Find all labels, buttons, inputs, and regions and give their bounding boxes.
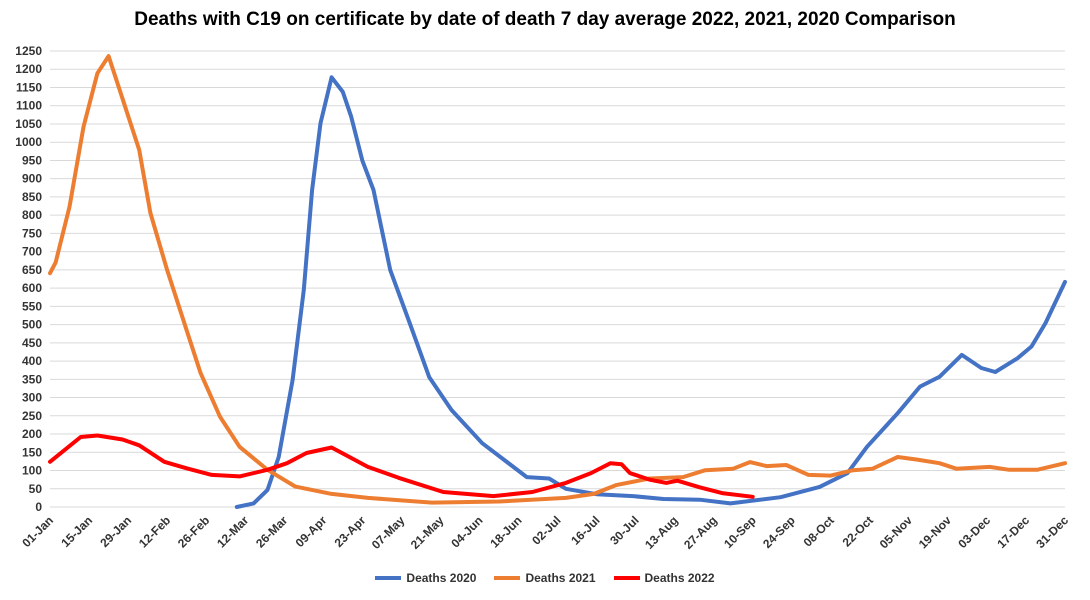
x-tick-label: 09-Apr [293,513,330,550]
x-tick-label: 23-Apr [332,513,369,550]
y-tick-label: 300 [22,391,42,405]
y-tick-label: 1250 [15,44,42,58]
x-tick-label: 15-Jan [58,513,95,550]
x-tick-label: 22-Oct [840,513,876,549]
y-tick-label: 1150 [16,80,42,94]
y-tick-label: 50 [29,482,43,496]
legend-item-2022: Deaths 2022 [613,571,715,585]
y-tick-label: 950 [22,153,42,167]
legend-swatch-2021 [494,576,521,580]
x-tick-label: 26-Feb [175,513,212,550]
y-tick-label: 700 [22,245,42,259]
x-tick-label: 05-Nov [877,513,915,551]
x-tick-label: 24-Sep [760,513,798,551]
y-tick-label: 1050 [15,117,42,131]
x-tick-label: 26-Mar [253,513,290,550]
x-tick-label: 03-Dec [955,513,993,551]
legend-label-2022: Deaths 2022 [644,571,715,585]
y-tick-label: 500 [22,318,42,332]
y-tick-label: 0 [35,500,42,514]
legend-item-2020: Deaths 2020 [375,571,476,585]
x-tick-label: 01-Jan [19,513,56,550]
y-tick-label: 250 [22,409,42,423]
legend-item-2021: Deaths 2021 [494,571,596,585]
x-tick-label: 17-Dec [994,513,1032,551]
y-tick-label: 750 [22,226,42,240]
x-tick-label: 31-Dec [1033,513,1071,551]
x-tick-label: 16-Jul [568,513,602,547]
legend-swatch-2020 [375,576,402,580]
legend: Deaths 2020 Deaths 2021 Deaths 2022 [0,571,1090,585]
y-tick-label: 1000 [15,135,42,149]
y-tick-label: 350 [22,372,42,386]
x-tick-label: 02-Jul [529,513,563,547]
x-tick-label: 08-Oct [801,513,837,549]
y-tick-label: 100 [22,464,42,478]
legend-swatch-2022 [613,576,640,580]
y-tick-label: 1200 [15,62,42,76]
series-line-deaths-2022 [48,433,755,499]
y-tick-label: 850 [22,190,42,204]
y-tick-label: 900 [22,172,42,186]
y-tick-label: 400 [22,354,42,368]
x-tick-label: 30-Jul [607,513,641,547]
chart-title: Deaths with C19 on certificate by date o… [134,9,956,30]
x-tick-label: 18-Jun [487,513,524,550]
x-tick-label: 12-Feb [136,513,173,550]
y-tick-label: 600 [22,281,42,295]
y-tick-label: 450 [22,336,42,350]
x-tick-label: 10-Sep [721,513,759,551]
x-tick-label: 12-Mar [214,513,251,550]
series-line-deaths-2021 [48,54,1067,505]
y-tick-label: 550 [22,299,42,313]
legend-label-2020: Deaths 2020 [406,571,477,585]
x-tick-label: 04-Jun [448,513,485,550]
y-tick-label: 150 [22,445,42,459]
y-tick-label: 650 [22,263,42,277]
x-tick-label: 29-Jan [97,513,134,550]
y-tick-label: 800 [22,208,42,222]
legend-label-2021: Deaths 2021 [525,571,596,585]
x-tick-label: 27-Aug [681,513,720,552]
y-tick-label: 1100 [16,99,42,113]
y-tick-label: 200 [22,427,42,441]
x-tick-label: 19-Nov [916,513,954,551]
x-tick-label: 13-Aug [642,513,681,552]
x-tick-label: 21-May [408,513,447,552]
x-tick-label: 07-May [369,513,408,552]
